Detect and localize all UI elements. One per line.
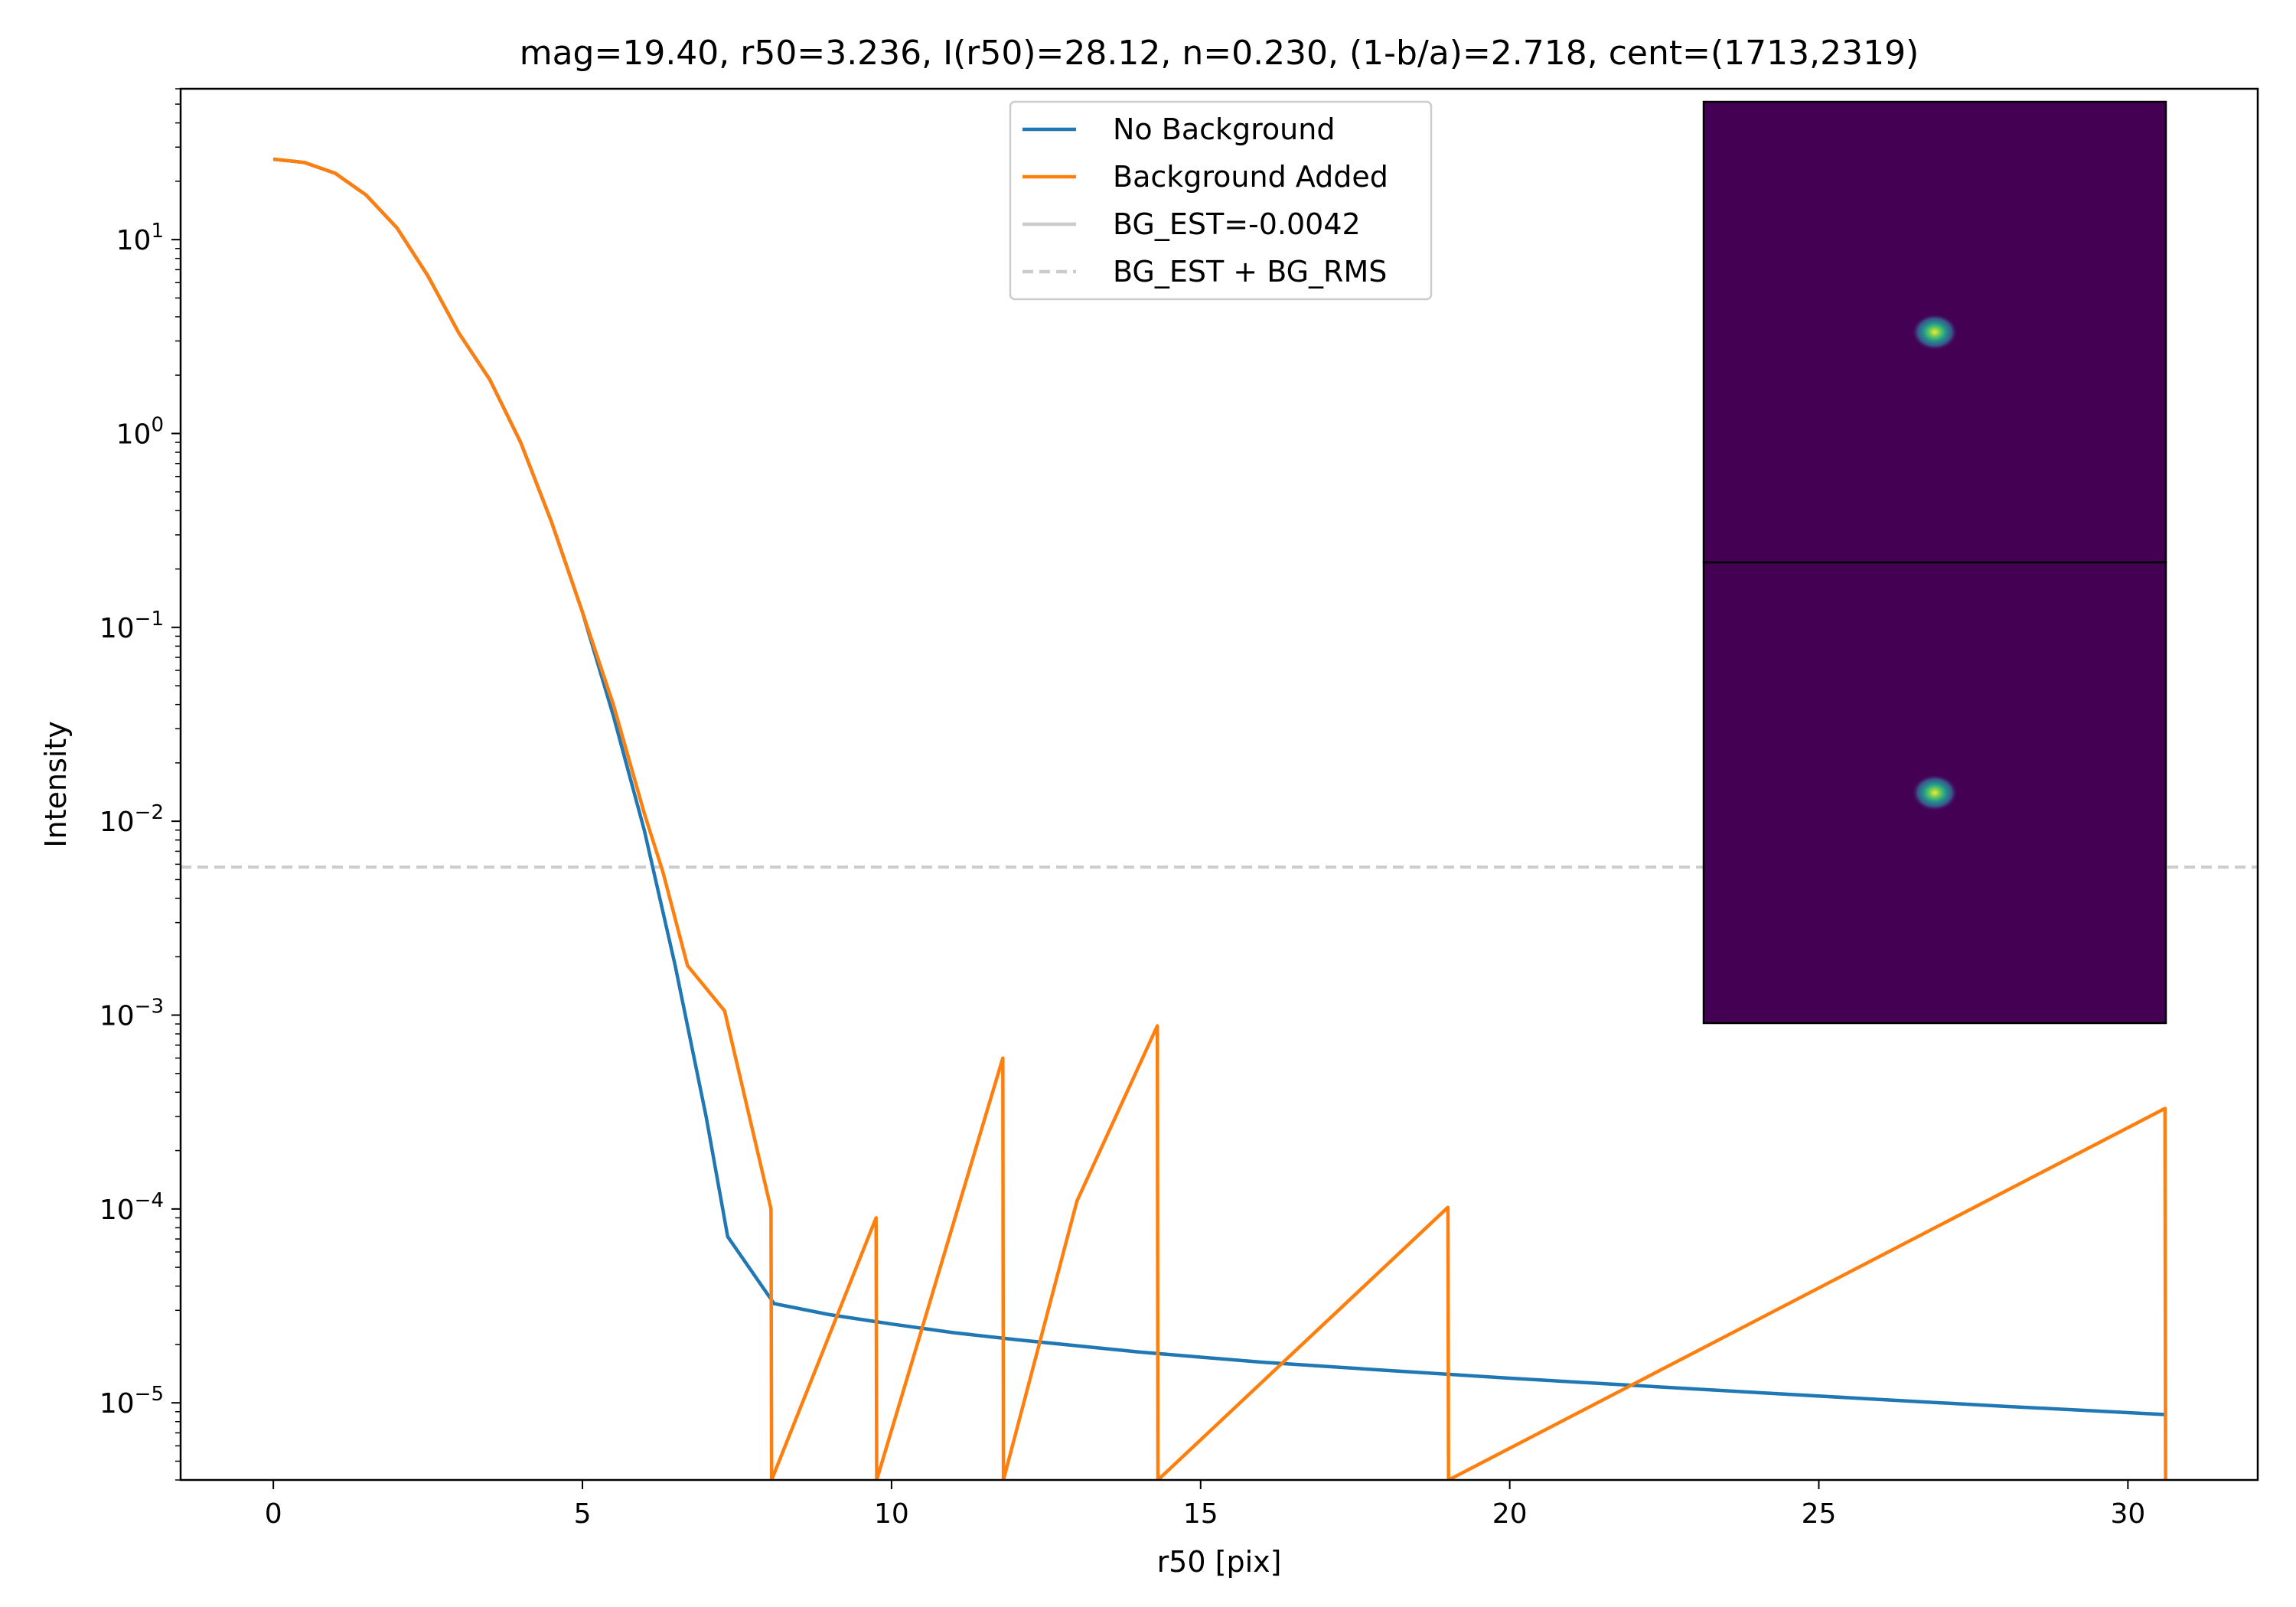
legend-box: [1009, 100, 1433, 301]
series-line-1: [272, 157, 2167, 1480]
x-axis-label: r50 [pix]: [1157, 1545, 1282, 1579]
legend-label: Background Added: [1113, 160, 1388, 194]
x-axis: 0 5 10 15 20 25 30: [265, 1480, 2145, 1530]
legend: No Background Background Added BG_EST=-0.0…: [1009, 100, 1433, 301]
y-tick-label: 10−5: [99, 1383, 164, 1420]
x-tick-label: 10: [874, 1498, 909, 1530]
plot-frame: [179, 87, 2259, 1482]
chart-title: mag=19.40, r50=3.236, I(r50)=28.12, n=0.…: [520, 34, 1919, 73]
y-tick-label: 10−4: [99, 1189, 164, 1226]
y-tick-label: 10−2: [99, 801, 164, 838]
y-axis: 10−5 10−4 10−3 10−2 10−1 100 101: [99, 88, 181, 1481]
x-tick-label: 25: [1802, 1498, 1837, 1530]
y-axis-label: Intensity: [39, 721, 73, 847]
x-tick-label: 0: [265, 1498, 282, 1530]
x-tick-label: 30: [2110, 1498, 2145, 1530]
legend-label: BG_EST + BG_RMS: [1113, 255, 1387, 288]
y-tick-label: 10−3: [99, 996, 164, 1032]
inset-source-0: [1912, 314, 1958, 350]
y-tick-label: 101: [116, 220, 164, 256]
legend-label: BG_EST=-0.0042: [1113, 207, 1361, 241]
x-tick-label: 15: [1183, 1498, 1218, 1530]
inset-source-1: [1912, 774, 1958, 811]
y-tick-label: 10−1: [99, 608, 164, 644]
x-tick-label: 5: [574, 1498, 592, 1530]
x-tick-label: 20: [1492, 1498, 1528, 1530]
legend-label: No Background: [1113, 112, 1335, 146]
y-tick-label: 100: [116, 413, 164, 450]
